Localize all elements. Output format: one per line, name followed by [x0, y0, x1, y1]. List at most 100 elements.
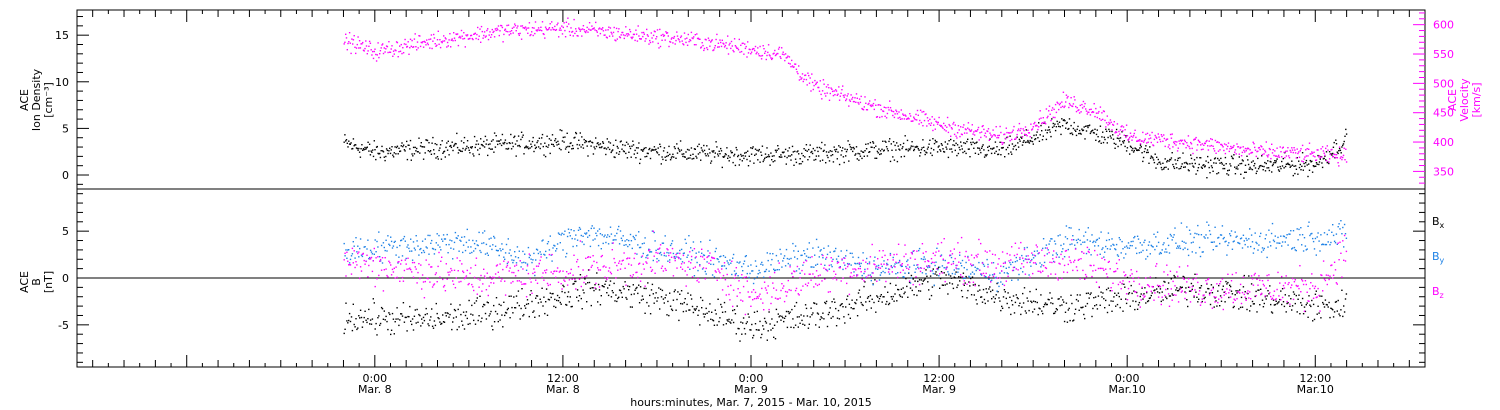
ion-density-point	[916, 146, 919, 148]
by-point	[1017, 279, 1019, 281]
ion-density-point	[785, 163, 787, 165]
velocity-point	[1325, 160, 1328, 162]
ion-density-point	[771, 155, 774, 157]
ion-density-point	[886, 148, 889, 150]
bx-point	[1316, 313, 1318, 315]
by-point	[485, 243, 488, 246]
velocity-point	[876, 116, 879, 118]
ion-density-point	[960, 145, 963, 147]
ion-density-point	[1285, 163, 1288, 165]
ion-density-point	[445, 146, 447, 149]
ion-density-point	[725, 153, 727, 156]
by-point	[382, 242, 385, 244]
ion-density-point	[750, 147, 752, 149]
bx-point	[1294, 302, 1296, 305]
by-point	[718, 261, 720, 263]
ion-density-point	[952, 144, 954, 146]
velocity-point	[608, 26, 610, 28]
bx-point	[620, 292, 623, 294]
ion-density-point	[413, 153, 416, 155]
by-point	[1113, 244, 1115, 246]
velocity-point	[667, 35, 669, 37]
ion-density-point	[691, 158, 693, 160]
ion-density-point	[960, 141, 962, 143]
velocity-point	[884, 115, 886, 117]
by-point	[1198, 246, 1201, 249]
by-point	[553, 244, 555, 247]
bx-point	[621, 296, 623, 298]
velocity-point	[949, 125, 951, 127]
ion-density-point	[395, 153, 397, 155]
bx-point	[644, 312, 646, 314]
by-point	[607, 234, 609, 236]
velocity-point	[411, 39, 413, 42]
velocity-point	[456, 33, 458, 36]
velocity-point	[1219, 149, 1221, 151]
by-point	[1112, 243, 1114, 246]
by-point	[396, 246, 398, 249]
bx-point	[583, 292, 585, 294]
ion-density-point	[456, 146, 459, 149]
ion-density-point	[1210, 165, 1213, 167]
bx-point	[603, 286, 605, 288]
ion-density-point	[741, 160, 743, 162]
ion-density-point	[919, 155, 921, 157]
velocity-point	[1169, 133, 1172, 136]
bx-point	[918, 290, 920, 292]
by-point	[367, 239, 369, 241]
velocity-point	[1044, 122, 1046, 124]
velocity-point	[1067, 95, 1069, 98]
bx-point	[1342, 315, 1344, 318]
velocity-point	[347, 42, 349, 45]
by-point	[928, 266, 931, 268]
ion-density-point	[910, 145, 912, 147]
bx-point	[485, 318, 488, 320]
bx-point	[348, 319, 350, 322]
bx-point	[819, 318, 821, 321]
by-point	[481, 242, 483, 245]
velocity-point	[368, 40, 371, 43]
bx-point	[1001, 305, 1003, 308]
velocity-point	[1004, 133, 1006, 135]
bx-point	[994, 297, 996, 300]
velocity-point	[913, 117, 916, 120]
ion-density-point	[469, 152, 471, 154]
by-point	[1143, 241, 1145, 244]
velocity-point	[771, 57, 774, 60]
velocity-point	[388, 41, 390, 43]
bx-point	[359, 309, 362, 311]
velocity-point	[1078, 109, 1080, 111]
by-point	[1161, 249, 1163, 251]
bx-point	[362, 321, 364, 323]
ion-density-point	[1008, 144, 1010, 146]
velocity-point	[683, 32, 686, 34]
ion-density-point	[703, 149, 706, 152]
velocity-point	[1254, 149, 1257, 151]
by-point	[533, 252, 535, 255]
ion-density-point	[682, 155, 684, 158]
velocity-point	[909, 115, 912, 117]
bx-point	[494, 310, 497, 313]
by-point	[898, 259, 901, 262]
by-point	[934, 264, 936, 267]
velocity-point	[1061, 101, 1063, 103]
ion-density-point	[1102, 131, 1104, 133]
ion-density-point	[1175, 163, 1177, 165]
bx-point	[1066, 321, 1069, 323]
ion-density-point	[1090, 131, 1092, 133]
ion-density-point	[393, 152, 395, 154]
bx-point	[993, 301, 996, 303]
ion-density-point	[770, 152, 772, 154]
bx-point	[1033, 308, 1036, 310]
by-point	[768, 270, 770, 272]
velocity-point	[787, 55, 789, 57]
by-point	[438, 234, 440, 237]
velocity-point	[435, 45, 437, 47]
velocity-point	[1024, 126, 1027, 128]
ion-density-point	[777, 145, 779, 147]
velocity-point	[477, 26, 479, 29]
velocity-point	[799, 76, 801, 78]
bx-point	[599, 304, 602, 306]
velocity-point	[361, 43, 363, 45]
ion-density-point	[730, 152, 733, 154]
